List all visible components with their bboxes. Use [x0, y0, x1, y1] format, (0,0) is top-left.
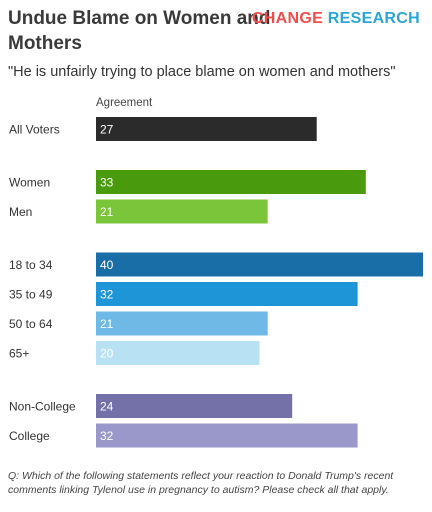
chart-title: Undue Blame on Women and Mothers [8, 8, 271, 54]
bar-college [96, 423, 358, 448]
question-footnote: Q: Which of the following statements ref… [8, 470, 394, 496]
category-label-college: College [9, 429, 50, 443]
category-label-all-voters: All Voters [9, 123, 60, 137]
bar-non-college [96, 394, 293, 418]
bar-35-to-49 [96, 282, 358, 306]
value-label-women: 33 [100, 176, 114, 190]
brand-logo: CHANGE RESEARCH [252, 10, 420, 28]
value-label-men: 21 [100, 205, 114, 219]
value-label-18-to-34: 40 [100, 258, 114, 272]
category-label-women: Women [9, 176, 50, 190]
value-column-header: Agreement [96, 97, 153, 109]
bar-50-to-64 [96, 311, 268, 336]
bar-65 [96, 341, 260, 365]
value-label-non-college: 24 [100, 400, 114, 414]
brand-word-change: CHANGE [251, 10, 324, 27]
bar-men [96, 199, 268, 224]
category-label-35-to-49: 35 to 49 [9, 288, 53, 302]
category-label-men: Men [9, 205, 32, 219]
brand-word-research: RESEARCH [327, 10, 420, 27]
chart-subtitle: "He is unfairly trying to place blame on… [8, 64, 396, 80]
value-label-65: 20 [100, 347, 114, 361]
value-label-college: 32 [100, 429, 114, 443]
value-label-50-to-64: 21 [100, 317, 114, 331]
bar-18-to-34 [96, 252, 423, 277]
bar-women [96, 170, 366, 194]
value-label-all-voters: 27 [100, 123, 114, 137]
category-label-non-college: Non-College [9, 400, 76, 414]
bar-all-voters [96, 117, 317, 141]
category-label-50-to-64: 50 to 64 [9, 317, 53, 331]
category-label-18-to-34: 18 to 34 [9, 258, 53, 272]
category-label-65: 65+ [9, 347, 29, 361]
value-label-35-to-49: 32 [100, 288, 114, 302]
